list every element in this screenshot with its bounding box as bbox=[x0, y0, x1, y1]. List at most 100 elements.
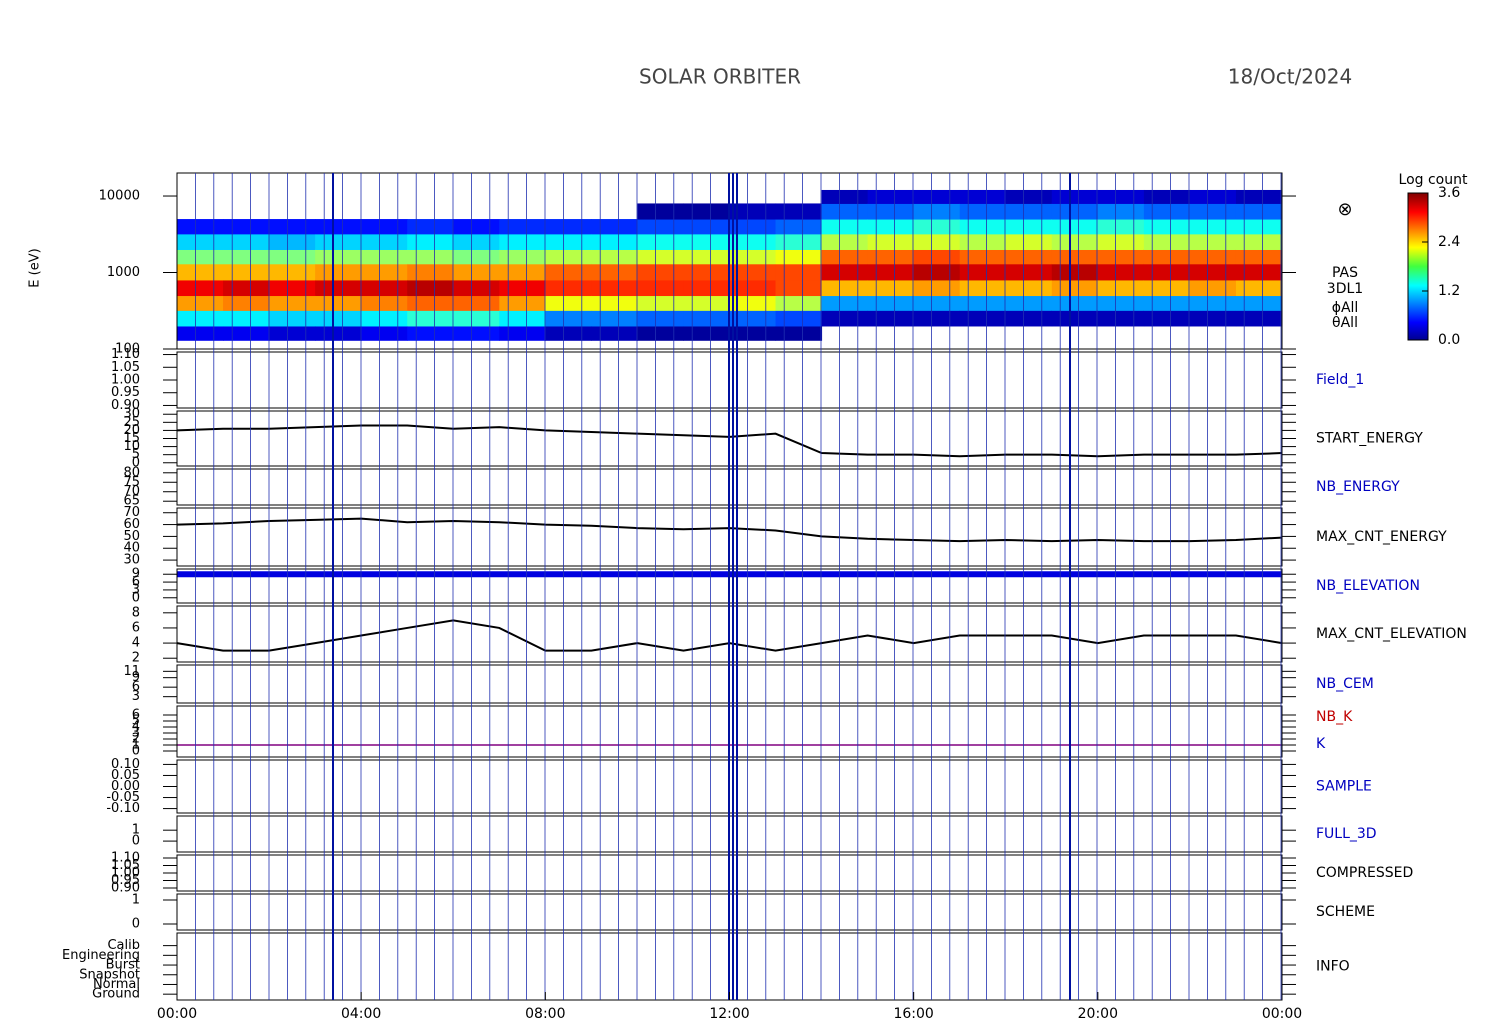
spectrogram-cell bbox=[683, 295, 730, 311]
spectrogram-cell bbox=[729, 219, 777, 235]
spectrogram-cell bbox=[1235, 249, 1283, 265]
spectrogram-cell bbox=[637, 219, 684, 235]
spectrogram-cell bbox=[269, 295, 316, 311]
spectrogram-cell bbox=[499, 219, 546, 235]
y-tick-label: 9 bbox=[132, 670, 140, 685]
spectrogram-cell bbox=[1143, 249, 1191, 265]
spectrogram-cell bbox=[1097, 263, 1145, 281]
spectrogram-cell bbox=[683, 310, 730, 327]
spectrogram-cell bbox=[913, 279, 961, 297]
spectrogram-cell bbox=[1051, 203, 1099, 220]
spectrogram-cell bbox=[1189, 219, 1237, 235]
spectrogram-cell bbox=[545, 263, 592, 281]
side-label: 3DL1 bbox=[1327, 281, 1363, 297]
spectrogram-cell bbox=[913, 233, 961, 250]
spectrogram-cell bbox=[683, 279, 730, 297]
spectrogram-cell bbox=[1235, 219, 1283, 235]
y-tick-label: 20 bbox=[123, 423, 140, 438]
spectrogram-cell bbox=[1143, 295, 1191, 311]
spectrogram-cell bbox=[775, 295, 823, 311]
spectrogram-cell bbox=[591, 219, 638, 235]
spectrogram-cell bbox=[1097, 219, 1145, 235]
spectrogram-cell bbox=[729, 295, 777, 311]
spectrogram-cell bbox=[223, 219, 270, 235]
spectrogram-cell bbox=[177, 249, 224, 265]
spectrogram-cell bbox=[315, 249, 362, 265]
y-tick-label: Burst bbox=[106, 958, 140, 973]
spectrogram-cell bbox=[407, 219, 454, 235]
y-tick-label: 0.95 bbox=[111, 873, 140, 888]
spectrogram-cell bbox=[1005, 249, 1053, 265]
y-tick-label: 10000 bbox=[99, 189, 140, 204]
x-tick-label: 08:00 bbox=[525, 1006, 565, 1020]
spectrogram-cell bbox=[913, 189, 961, 204]
spectrogram-cell bbox=[729, 310, 777, 327]
spectrogram-cell bbox=[1097, 249, 1145, 265]
side-label: PAS bbox=[1332, 265, 1358, 281]
y-tick-label: 10 bbox=[123, 439, 140, 454]
y-tick-label: 8 bbox=[132, 605, 140, 620]
y-tick-label: 6 bbox=[132, 575, 140, 590]
panel-label: NB_ELEVATION bbox=[1316, 578, 1420, 594]
y-tick-label: 1 bbox=[132, 823, 140, 838]
spectrogram-cell bbox=[1189, 263, 1237, 281]
panel-label: NB_K bbox=[1316, 709, 1353, 725]
spectrogram-cell bbox=[775, 279, 823, 297]
spectrogram-cell bbox=[361, 263, 408, 281]
panel-label: MAX_CNT_ELEVATION bbox=[1316, 626, 1467, 642]
spectrogram-cell bbox=[1051, 249, 1099, 265]
spectrogram-cell bbox=[775, 249, 823, 265]
spectrogram-cell bbox=[821, 249, 869, 265]
spectrogram-cell bbox=[867, 295, 915, 311]
spectrogram-cell bbox=[821, 203, 869, 220]
spectrogram-cell bbox=[407, 249, 454, 265]
spectrogram-cell bbox=[867, 233, 915, 250]
spectrogram-cell bbox=[269, 279, 316, 297]
spectrogram-cell bbox=[1051, 189, 1099, 204]
y-tick-label: 4 bbox=[132, 636, 140, 651]
spectrogram-cell bbox=[1143, 219, 1191, 235]
spectrogram-cell bbox=[545, 219, 592, 235]
y-tick-label: 1000 bbox=[107, 265, 140, 280]
spectrogram-cell bbox=[591, 263, 638, 281]
spectrogram-cell bbox=[177, 263, 224, 281]
spectrogram-cell bbox=[545, 233, 592, 250]
spectrogram-cell bbox=[775, 325, 823, 341]
side-label: ϕAll bbox=[1332, 300, 1359, 316]
spectrogram-cell bbox=[637, 203, 684, 220]
spectrogram-cell bbox=[637, 263, 684, 281]
spectrogram-cell bbox=[1005, 295, 1053, 311]
y-tick-label: 5 bbox=[132, 447, 140, 462]
y-tick-label: 0.10 bbox=[111, 757, 140, 772]
y-tick-label: 75 bbox=[123, 475, 140, 490]
spectrogram-cell bbox=[1051, 219, 1099, 235]
spectrogram-cell bbox=[499, 325, 546, 341]
y-tick-label: 1.05 bbox=[111, 858, 140, 873]
spectrogram-cell bbox=[959, 233, 1007, 250]
y-tick-label: 1 bbox=[132, 738, 140, 753]
spectrogram-cell bbox=[913, 249, 961, 265]
spectrogram-cell bbox=[1143, 310, 1191, 327]
spectrogram-cell bbox=[821, 233, 869, 250]
spectrogram-cell bbox=[1051, 263, 1099, 281]
spectrogram-cell bbox=[867, 249, 915, 265]
spectrogram-cell bbox=[729, 203, 777, 220]
spectrogram-cell bbox=[1189, 189, 1237, 204]
y-tick-label: Ground bbox=[92, 987, 140, 1002]
spectrogram-cell bbox=[315, 325, 362, 341]
spectrogram-cell bbox=[177, 219, 224, 235]
spectrogram-cell bbox=[269, 233, 316, 250]
spectrogram-cell bbox=[591, 295, 638, 311]
spectrogram-cell bbox=[959, 189, 1007, 204]
panel-label: NB_CEM bbox=[1316, 676, 1374, 692]
spectrogram-cell bbox=[177, 233, 224, 250]
y-tick-label: 0 bbox=[132, 744, 140, 759]
spectrogram-cell bbox=[223, 310, 270, 327]
spectrogram-cell bbox=[775, 203, 823, 220]
y-tick-label: 9 bbox=[132, 567, 140, 582]
spectrogram-cell bbox=[223, 279, 270, 297]
y-tick-label: 65 bbox=[123, 494, 140, 509]
y-tick-label: Normal bbox=[93, 977, 140, 992]
panel-label: SAMPLE bbox=[1316, 779, 1372, 795]
y-tick-label: 1.00 bbox=[111, 373, 140, 388]
